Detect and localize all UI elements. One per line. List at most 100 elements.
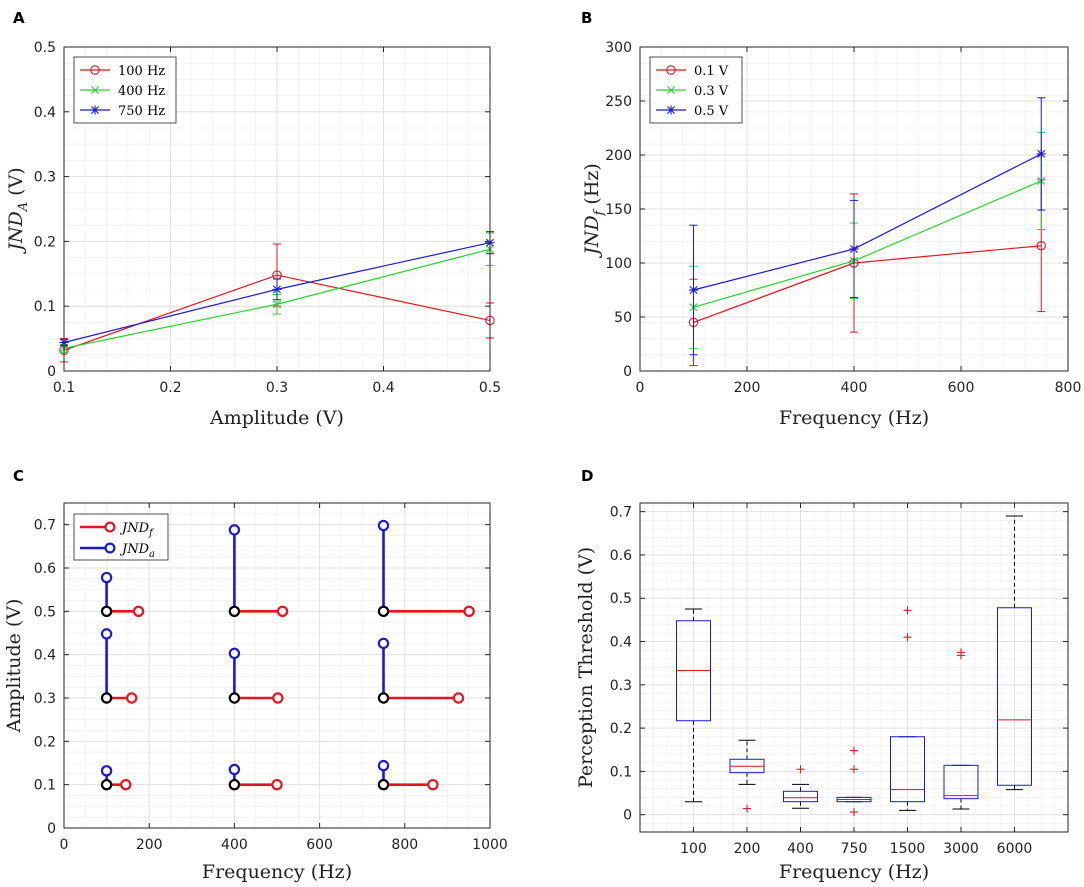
panel-c-xtick-label: 800: [391, 837, 418, 853]
panel-b-data-point: [688, 285, 699, 295]
panel-b-ytick-label: 100: [605, 256, 632, 272]
panel-d-box-1500: [890, 606, 925, 811]
panel-d-xtick-label: 100: [680, 841, 707, 857]
panel-a-ylabel-unit: (V): [5, 167, 27, 196]
panel-c-origin-marker: [100, 605, 113, 618]
panel-b-ylabel-sub: f: [592, 208, 607, 216]
panel-b-legend-marker: [666, 65, 676, 75]
panel-b-ytick-label: 0: [623, 364, 632, 380]
panel-d-ytick-label: 0.1: [610, 764, 632, 780]
panel-a-legend-marker: [90, 65, 100, 75]
panel-d: 0 0.1 0.2 0.3 0.4 0.5 0.6 0.7 100 200 400 750 1500 30…: [575, 467, 1069, 883]
panel-c-origin-marker: [100, 692, 113, 704]
panel-c-legend-sub: a: [149, 549, 155, 560]
panel-c-origin-marker: [228, 692, 241, 704]
panel-a-legend: 100 Hz 400 Hz 750 Hz: [73, 56, 177, 124]
panel-b: 0 200 400 600 800 0 50 100 150 200 250 300 0.1 V 0.3 …: [581, 9, 1081, 429]
panel-b-series-line: [693, 153, 1042, 291]
panel-c-jnd-a-marker: [100, 571, 113, 584]
panel-d-ytick-label: 0.5: [610, 591, 632, 607]
panel-d-ytick-label: 0.4: [610, 635, 632, 651]
panel-d-letter: D: [581, 467, 593, 485]
panel-d-grid: [639, 502, 1069, 833]
panel-b-legend-marker: [666, 105, 676, 115]
panel-c-ytick-label: 0.6: [34, 561, 56, 577]
panel-a-legend-marker-stroke: [91, 86, 99, 94]
panel-a-ytick-label: 0.2: [34, 234, 56, 250]
panel-c-axes-box: [63, 502, 491, 829]
panel-c-jnd-a-marker: [377, 759, 390, 772]
panel-d-box-6000: [997, 515, 1032, 791]
panel-a-xtick-label: 0.4: [372, 380, 394, 396]
panel-a-ylabel: JNDA (V): [5, 167, 31, 254]
panel-c-xtick-label: 600: [306, 837, 333, 853]
panel-d-ytick-label: 0.2: [610, 721, 632, 737]
panel-c-stimulus-point: [377, 759, 439, 791]
panel-d-outlier: [850, 765, 858, 774]
panel-b-data-point: [1036, 240, 1047, 251]
panel-c-letter: C: [13, 467, 24, 485]
panel-b-legend-marker: [667, 86, 675, 94]
panel-c-jnd-a-marker: [228, 524, 241, 536]
panel-c-jnd-a-marker: [377, 637, 390, 650]
panel-c-legend-label: JNDf: [119, 521, 155, 539]
panel-a-legend-marker: [91, 86, 99, 94]
panel-a-ytick-label: 0: [47, 364, 56, 380]
panel-c-legend-marker: [104, 521, 116, 533]
panel-c-stimulus-point: [377, 637, 465, 704]
panel-d-outlier: [850, 808, 858, 817]
panel-c-legend-main: JND: [119, 521, 150, 536]
panel-c-jnd-a-marker: [377, 519, 390, 532]
panel-a-ytick-label: 0.1: [34, 299, 56, 315]
panel-c-jnd-f-marker: [427, 778, 439, 791]
panel-c-origin-marker: [377, 778, 390, 791]
panel-c-ytick-label: 0.1: [34, 778, 56, 794]
panel-b-ytick-label: 300: [605, 40, 632, 56]
panel-b-ylabel-main: JND: [581, 215, 603, 258]
panel-d-outlier: [850, 746, 858, 755]
panel-c-ylabel: Amplitude (V): [3, 599, 25, 734]
panel-c-jnd-f-marker: [276, 605, 289, 618]
panel-d-box-400: [783, 765, 818, 809]
panel-c-ytick-label: 0: [47, 821, 56, 837]
panel-a-letter: A: [13, 9, 25, 27]
panel-a-xlabel: Amplitude (V): [209, 407, 344, 429]
panel-b-letter: B: [581, 9, 592, 27]
panel-b-xtick-label: 600: [948, 380, 975, 396]
panel-a-xtick-label: 0.1: [53, 380, 75, 396]
panel-d-outlier: [903, 633, 912, 642]
panel-b-series-2: [688, 97, 1046, 356]
panel-d-xtick-label: 6000: [997, 841, 1033, 857]
panel-a-data-point-stroke: [273, 300, 281, 309]
panel-b-ylabel: JNDf (Hz): [581, 163, 607, 259]
panel-c-stimulus-point: [228, 647, 284, 704]
panel-b-data-point: [849, 244, 859, 254]
panel-b-series-0: [688, 179, 1047, 367]
panel-c-legend-sub: f: [148, 528, 155, 539]
panel-c-jnd-f-marker: [463, 605, 475, 618]
panel-c-xlabel: Frequency (Hz): [202, 861, 352, 883]
panel-d-box-750: [836, 746, 872, 817]
panel-a-ylabel-sub: A: [16, 202, 31, 212]
panel-c-origin-marker: [228, 605, 241, 618]
panel-b-xtick-label: 400: [841, 380, 868, 396]
panel-b-series-line: [693, 180, 1042, 308]
panel-b-legend-label: 0.3 V: [694, 84, 729, 99]
panel-c-stimulus-point: [228, 524, 289, 618]
panel-b-ytick-label: 150: [605, 202, 632, 218]
panel-d-xtick-label: 3000: [943, 841, 979, 857]
panel-d-xtick-label: 1500: [890, 841, 926, 857]
panel-c-legend-marker: [104, 542, 116, 554]
panel-d-outlier: [957, 648, 965, 657]
panel-c-legend-box: [73, 513, 169, 561]
panel-c-xtick-label: 0: [60, 837, 69, 853]
panel-c-xtick-label: 400: [221, 837, 248, 853]
panel-a-ylabel-main: JND: [5, 211, 27, 254]
panel-b-legend-label: 0.1 V: [694, 64, 729, 79]
panel-d-xtick-label: 200: [734, 841, 761, 857]
panel-a-data-point: [273, 300, 281, 309]
panel-a-xtick-label: 0.3: [266, 380, 288, 396]
panel-c-origin-marker: [100, 778, 113, 791]
panel-a-ytick-label: 0.5: [34, 40, 56, 56]
